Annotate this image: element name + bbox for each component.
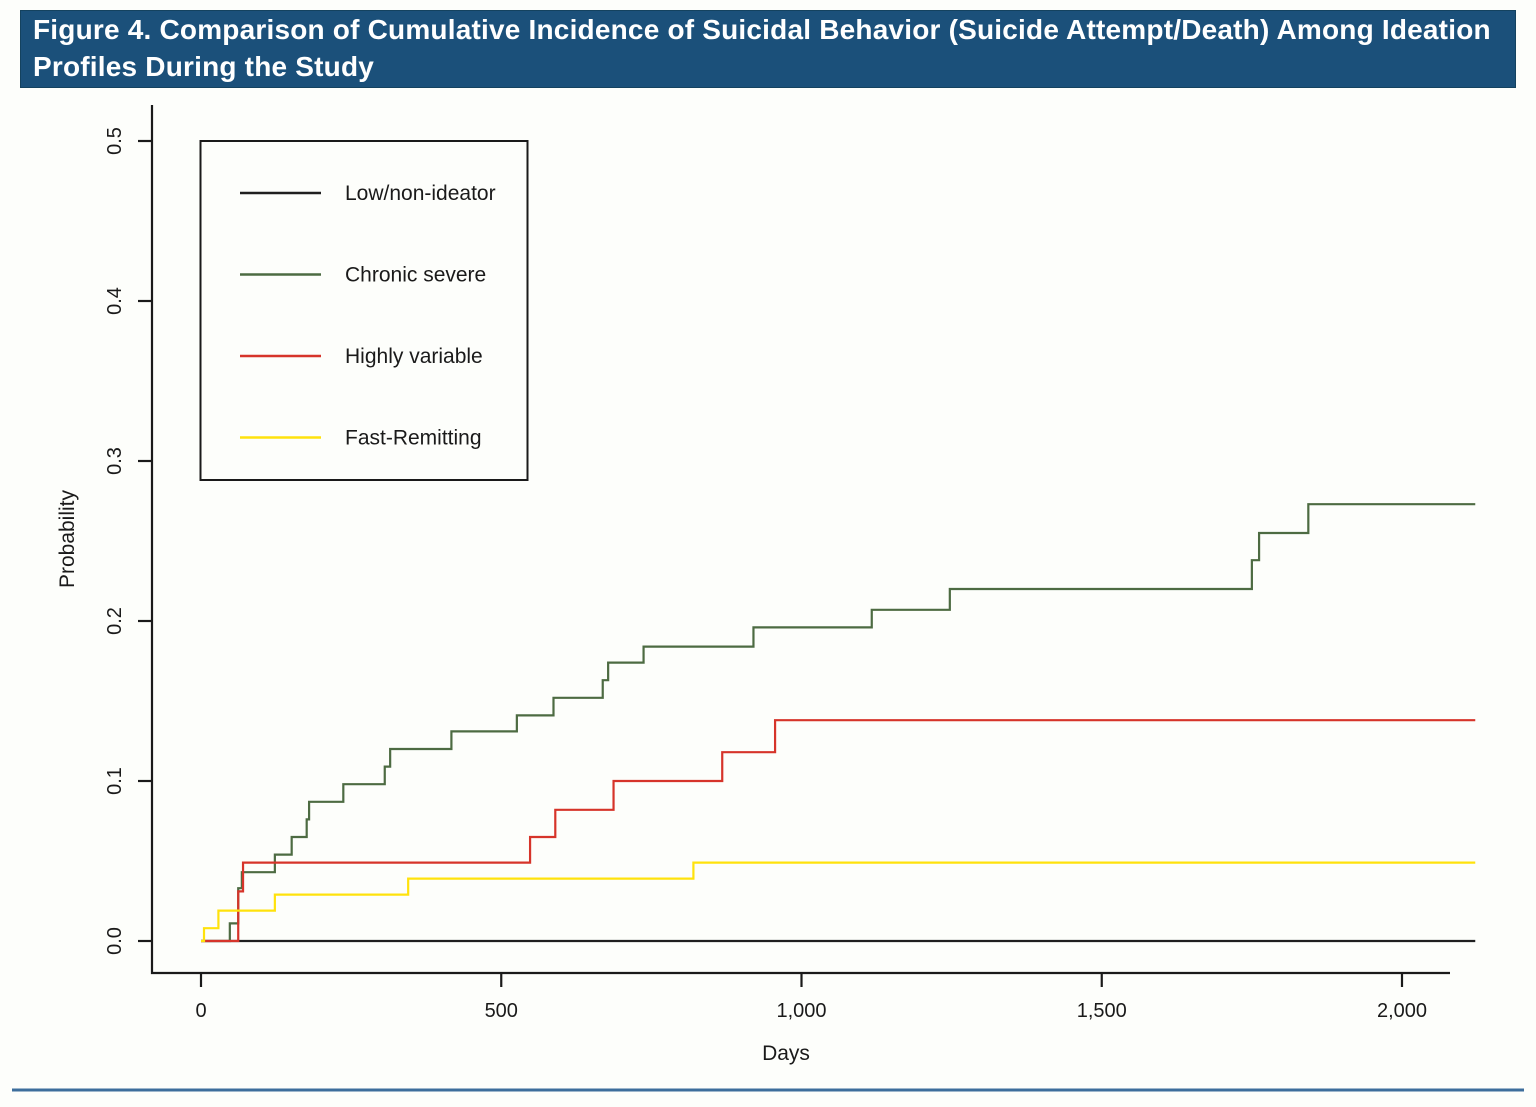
- legend-label: Highly variable: [345, 345, 483, 368]
- y-axis-tick-label: 0.5: [104, 127, 126, 155]
- legend-box: [199, 140, 529, 481]
- figure-title: Figure 4. Comparison of Cumulative Incid…: [33, 14, 1491, 82]
- series-line-fast-remitting: [201, 861, 1476, 943]
- legend-label: Low/non-ideator: [345, 182, 496, 205]
- x-axis-title: Days: [762, 1042, 810, 1065]
- legend-label: Chronic severe: [345, 264, 486, 287]
- x-axis-tick-label: 1,500: [1077, 1000, 1127, 1022]
- figure-title-bar: Figure 4. Comparison of Cumulative Incid…: [20, 10, 1516, 88]
- y-axis-title: Probability: [56, 489, 79, 588]
- x-axis-tick-label: 1,000: [776, 1000, 826, 1022]
- legend-label: Fast-Remitting: [345, 427, 482, 450]
- series-line-highly-variable: [201, 719, 1476, 943]
- y-axis-tick-label: 0.0: [104, 927, 126, 955]
- axis-frame: [150, 105, 1450, 975]
- y-axis-tick-label: 0.2: [104, 607, 126, 635]
- x-axis-tick-label: 500: [485, 1000, 518, 1022]
- series-line-chronic-severe: [201, 503, 1476, 943]
- x-axis-tick-label: 0: [195, 1000, 206, 1022]
- y-axis-tick-label: 0.1: [104, 767, 126, 795]
- y-axis-tick-label: 0.4: [104, 287, 126, 315]
- x-axis-tick-label: 2,000: [1377, 1000, 1427, 1022]
- y-axis-tick-label: 0.3: [104, 447, 126, 475]
